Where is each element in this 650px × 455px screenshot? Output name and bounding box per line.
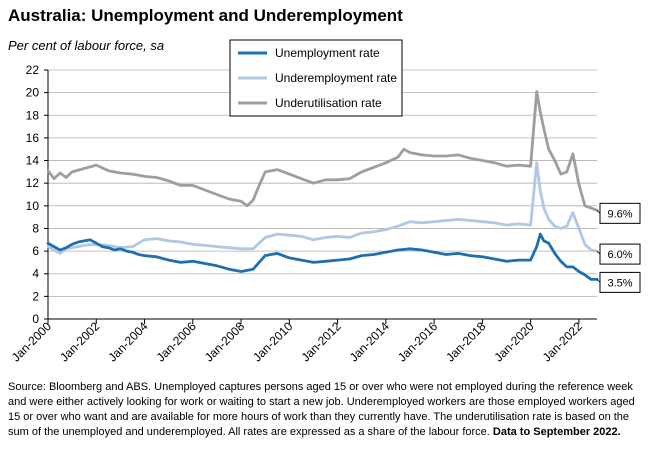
x-tick-label: Jan-2002 (57, 319, 103, 365)
y-tick-label: 14 (26, 154, 40, 168)
series-line-unemployment-rate (46, 232, 599, 281)
x-tick-label: Jan-2014 (347, 319, 393, 365)
x-tick-label: Jan-2020 (491, 319, 537, 365)
y-tick-label: 18 (26, 108, 40, 122)
x-tick-label: Jan-2016 (395, 319, 441, 365)
y-tick-label: 0 (32, 312, 39, 326)
legend: Unemployment rate Underemployment rate Und… (229, 39, 403, 117)
y-tick-label: 6 (32, 244, 39, 258)
end-label: 9.6% (607, 208, 632, 220)
y-tick-label: 22 (26, 63, 40, 77)
source-text: Source: Bloomberg and ABS. Unemployed ca… (8, 381, 635, 438)
series-line-underemployment-rate (46, 161, 599, 255)
legend-label: Unemployment rate (275, 46, 380, 60)
x-tick-label: Jan-2022 (540, 319, 586, 365)
x-tick-label: Jan-2004 (105, 319, 151, 365)
x-tick-label: Jan-2012 (298, 319, 344, 365)
series-line-underutilisation-rate (46, 90, 599, 212)
y-tick-label: 16 (26, 131, 40, 145)
x-tick-label: Jan-2018 (443, 319, 489, 365)
y-tick-label: 2 (32, 289, 39, 303)
legend-label: Underemployment rate (275, 71, 397, 85)
legend-label: Underutilisation rate (275, 96, 382, 110)
y-tick-label: 4 (32, 267, 39, 281)
y-tick-label: 20 (26, 86, 40, 100)
end-labels: 3.5% 6.0% 9.6% (596, 202, 641, 293)
x-tick-label: Jan-2008 (202, 319, 248, 365)
chart-title: Australia: Unemployment and Underemploym… (8, 6, 403, 25)
y-tick-label: 12 (26, 176, 40, 190)
end-label: 3.5% (607, 277, 632, 289)
end-label-box (599, 202, 641, 224)
y-tick-label: 8 (32, 221, 39, 235)
series-lines (46, 90, 599, 281)
source-note: Source: Bloomberg and ABS. Unemployed ca… (8, 380, 640, 440)
end-label: 6.0% (607, 249, 632, 261)
x-tick-label: Jan-2006 (154, 319, 200, 365)
end-label-box (599, 243, 641, 265)
end-label-box (599, 271, 641, 293)
chart-subtitle: Per cent of labour force, sa (8, 38, 165, 53)
y-tick-label: 10 (26, 199, 40, 213)
x-tick-label: Jan-2010 (250, 319, 296, 365)
source-data-date: Data to September 2022. (492, 426, 621, 438)
